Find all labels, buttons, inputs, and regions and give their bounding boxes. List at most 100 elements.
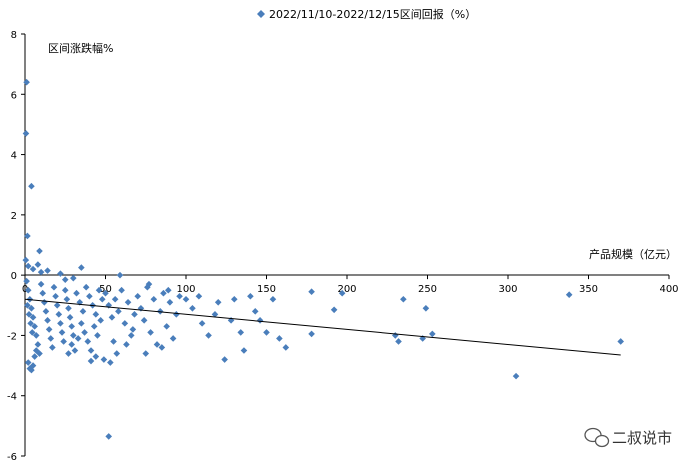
y-tick-label: 0 [11,271,17,282]
data-point [392,332,399,339]
data-point [41,298,48,306]
data-point [231,295,238,303]
data-point [166,298,174,306]
data-point [44,267,51,274]
data-point [150,295,158,303]
data-point [617,338,624,345]
data-point [29,362,37,369]
data-point [116,271,124,279]
y-tick-label: 8 [11,30,17,41]
data-point [198,320,206,327]
data-point [113,350,121,357]
data-point [105,433,113,440]
data-point [57,320,64,327]
data-point [61,276,69,283]
data-point [160,289,167,297]
data-point [32,332,40,339]
data-point [330,306,338,314]
data-point [94,332,101,339]
data-point [97,317,104,324]
data-point [163,323,170,330]
data-point [81,329,88,336]
data-point [102,289,109,297]
data-point [87,347,95,354]
data-point [282,344,290,351]
data-point [65,350,72,357]
data-point [108,314,116,321]
data-point [71,347,79,354]
data-point [338,289,346,297]
data-point [512,372,520,380]
data-point [134,292,141,300]
data-point [50,283,58,291]
data-point [82,283,90,291]
data-point [145,280,153,288]
x-tick-label: 100 [176,284,195,295]
data-point [32,347,40,354]
x-axis-ticks: 0 50 100 150 200 250 300 350 400 [22,275,679,295]
data-point [429,330,436,338]
data-point [115,308,122,315]
data-point [60,338,67,345]
data-point [28,305,35,312]
data-point [45,326,53,333]
data-point [142,350,150,357]
data-point [28,329,36,336]
y-axis-label: 区间涨跌幅% [48,41,113,55]
watermark: 二叔说市 [584,427,672,448]
data-point [92,353,100,360]
data-point [27,320,34,327]
data-point [565,291,573,299]
data-point [110,338,117,345]
data-point [182,295,190,303]
data-point [25,311,33,318]
data-point [256,317,264,324]
data-point [70,274,77,282]
data-point [124,298,132,306]
data-point [156,308,164,315]
data-point [24,262,32,270]
data-point [63,295,71,303]
x-tick-label: 50 [99,284,112,295]
y-tick-label: -4 [7,392,17,403]
data-point [90,323,98,330]
data-point [247,292,254,300]
data-point [269,295,277,303]
x-tick-label: 200 [337,284,356,295]
data-point [137,305,145,312]
data-point [169,335,177,342]
data-point [78,264,85,271]
data-point [84,338,92,345]
data-point [66,314,74,321]
x-tick-label: 300 [498,284,517,295]
data-point [221,356,228,363]
data-point [31,353,38,360]
data-point [107,359,114,366]
data-point [173,311,180,318]
x-tick-label: 150 [257,284,276,295]
data-point [86,292,93,300]
data-point [52,292,59,300]
data-point [29,314,37,321]
data-point [28,366,35,374]
data-point [65,305,72,312]
data-point [22,130,30,137]
data-point [276,335,283,342]
data-point [55,311,63,318]
data-point [68,341,75,348]
y-tick-label: 4 [11,151,17,162]
y-tick-label: -2 [7,331,17,342]
data-point [79,308,87,315]
data-point [24,286,32,294]
data-point [189,305,196,312]
data-point [105,301,113,309]
y-axis-ticks: -6 -4 -2 0 2 4 6 8 [7,30,25,463]
data-point [24,359,32,366]
data-point [39,289,47,297]
data-point [23,78,30,86]
data-point [263,329,270,336]
data-point [153,341,161,348]
data-point [176,292,183,300]
data-point [44,317,51,324]
data-point [123,341,130,348]
